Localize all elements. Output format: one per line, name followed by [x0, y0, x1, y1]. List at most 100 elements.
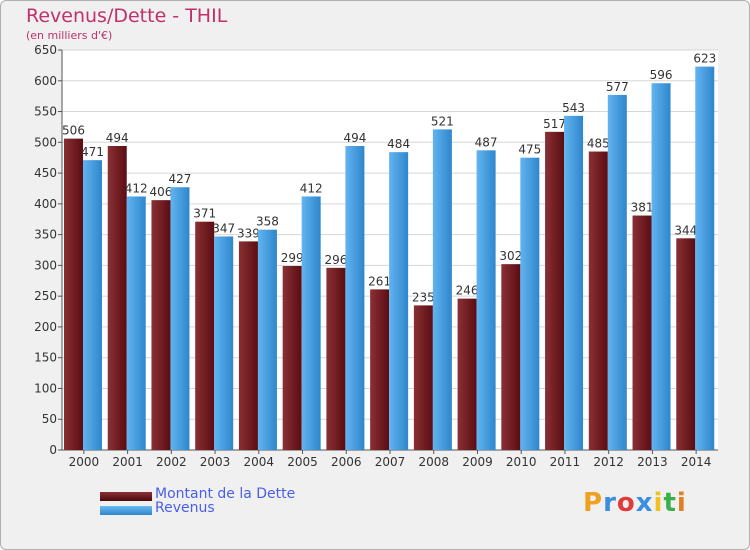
y-tick-label: 150: [34, 351, 57, 365]
bar-debt: [413, 305, 433, 450]
logo-letter: P: [583, 488, 604, 518]
bar-debt: [238, 241, 258, 450]
data-label: 517: [543, 117, 566, 131]
logo-letter: x: [635, 488, 654, 518]
data-label: 246: [456, 284, 479, 298]
bar-revenue: [301, 196, 321, 450]
y-tick-label: 400: [34, 197, 57, 211]
y-tick-label: 600: [34, 74, 57, 88]
bar-revenue: [564, 115, 584, 450]
x-tick-label: 2002: [156, 455, 187, 469]
bar-debt: [195, 221, 215, 450]
chart-title: Revenus/Dette - THIL: [26, 5, 228, 27]
data-label: 427: [169, 172, 192, 186]
y-tick-label: 0: [49, 443, 57, 457]
data-label: 302: [499, 249, 522, 263]
logo-letter: o: [616, 488, 636, 518]
proxiti-logo: Proxiti: [583, 488, 687, 518]
chart-subtitle: (en milliers d'€): [26, 29, 113, 42]
data-label: 494: [343, 131, 366, 145]
bar-debt: [107, 146, 127, 450]
y-tick-label: 50: [42, 412, 57, 426]
data-label: 381: [631, 201, 654, 215]
x-tick-label: 2003: [200, 455, 231, 469]
bar-revenue: [214, 236, 234, 450]
y-tick-label: 200: [34, 320, 57, 334]
data-label: 471: [81, 145, 104, 159]
bar-debt: [326, 267, 346, 450]
y-tick-label: 650: [34, 43, 57, 57]
data-label: 506: [62, 124, 85, 138]
x-tick-label: 2014: [681, 455, 712, 469]
legend-swatch-debt: [100, 492, 152, 501]
data-label: 347: [212, 221, 235, 235]
y-tick-label: 550: [34, 105, 57, 119]
data-label: 577: [606, 80, 629, 94]
data-label: 485: [587, 137, 610, 151]
y-tick-label: 250: [34, 289, 57, 303]
data-label: 543: [562, 101, 585, 115]
bar-revenue: [476, 150, 496, 451]
bar-revenue: [257, 229, 277, 450]
x-tick-label: 2001: [112, 455, 143, 469]
data-label: 344: [674, 223, 697, 237]
bar-debt: [151, 200, 171, 450]
data-label: 339: [237, 226, 260, 240]
bar-revenue: [83, 160, 102, 450]
data-label: 261: [368, 274, 391, 288]
logo-letter: t: [663, 488, 677, 518]
bar-debt: [588, 151, 608, 451]
data-label: 487: [475, 135, 498, 149]
x-tick-label: 2006: [331, 455, 362, 469]
data-label: 412: [125, 181, 148, 195]
x-tick-label: 2005: [287, 455, 318, 469]
logo-letter: i: [653, 488, 664, 518]
data-label: 358: [256, 215, 279, 229]
y-tick-label: 450: [34, 166, 57, 180]
bar-debt: [457, 298, 477, 450]
bar-debt: [545, 131, 565, 450]
data-label: 596: [650, 68, 673, 82]
bar-revenue: [170, 187, 190, 450]
data-label: 299: [281, 251, 304, 265]
x-tick-label: 2008: [418, 455, 449, 469]
bar-revenue: [520, 157, 540, 450]
data-label: 484: [387, 137, 410, 151]
bar-revenue: [651, 83, 671, 450]
x-tick-label: 2009: [462, 455, 493, 469]
data-label: 371: [193, 207, 216, 221]
y-tick-label: 500: [34, 135, 57, 149]
bar-revenue: [345, 146, 365, 450]
bar-revenue: [695, 66, 715, 450]
bar-debt: [501, 264, 521, 450]
bar-revenue: [126, 196, 146, 450]
data-label: 623: [693, 52, 716, 66]
x-tick-label: 2012: [593, 455, 624, 469]
logo-letter: r: [603, 488, 617, 518]
legend-label-revenue: Revenus: [155, 500, 215, 516]
data-label: 494: [106, 131, 129, 145]
y-tick-label: 100: [34, 381, 57, 395]
logo-letter: i: [676, 488, 687, 518]
x-tick-label: 2011: [550, 455, 581, 469]
bar-debt: [676, 238, 696, 450]
bar-revenue: [432, 129, 452, 450]
bar-debt: [370, 289, 390, 450]
y-tick-label: 350: [34, 228, 57, 242]
data-label: 235: [412, 290, 435, 304]
bar-revenue: [607, 94, 627, 450]
bar-debt: [282, 266, 302, 450]
data-label: 521: [431, 114, 454, 128]
legend-swatch-revenue: [100, 506, 152, 515]
bar-revenue: [389, 152, 409, 450]
y-tick-label: 300: [34, 258, 57, 272]
data-label: 475: [518, 143, 541, 157]
bar-debt: [632, 215, 652, 450]
data-label: 406: [150, 185, 173, 199]
x-tick-label: 2007: [375, 455, 406, 469]
legend-label-debt: Montant de la Dette: [155, 486, 296, 502]
x-tick-label: 2004: [244, 455, 275, 469]
x-tick-label: 2000: [69, 455, 100, 469]
bar-debt: [64, 138, 83, 450]
